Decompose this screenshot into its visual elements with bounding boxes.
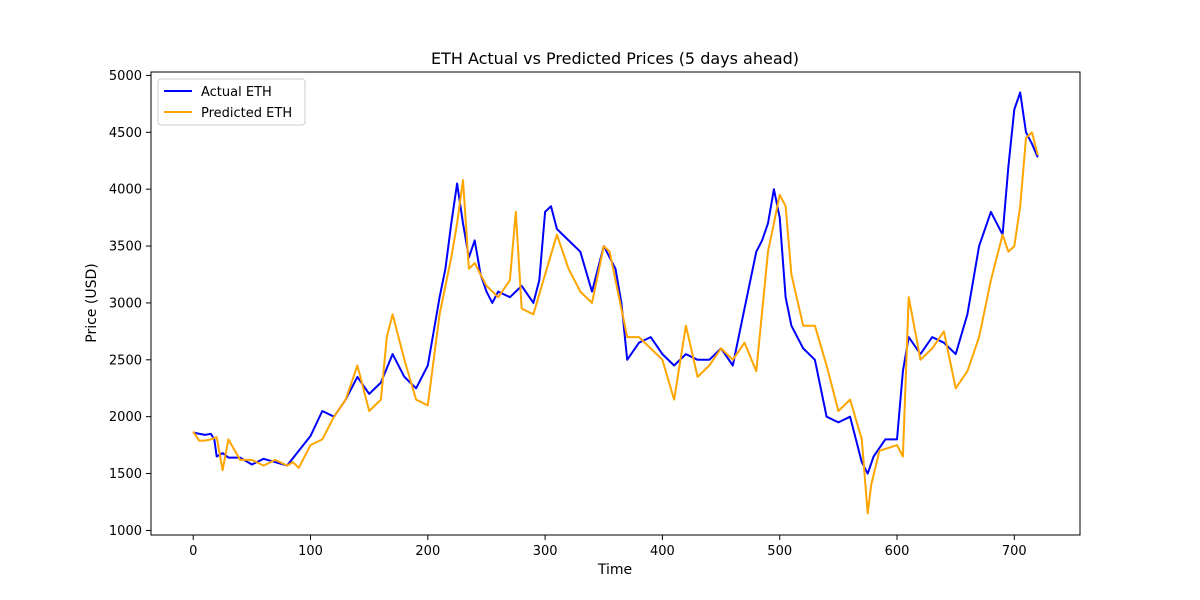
x-axis: 0 100 200 300 400 500 600 700 bbox=[189, 535, 1027, 559]
x-axis-label: Time bbox=[597, 562, 632, 578]
chart-title: ETH Actual vs Predicted Prices (5 days a… bbox=[431, 49, 799, 68]
x-tick-label: 400 bbox=[650, 544, 675, 559]
x-tick-label: 600 bbox=[885, 544, 910, 559]
y-tick-label: 1500 bbox=[109, 467, 142, 482]
y-tick-label: 5000 bbox=[109, 69, 142, 84]
y-tick-label: 1000 bbox=[109, 524, 142, 539]
x-tick-label: 700 bbox=[1002, 544, 1027, 559]
x-tick-label: 500 bbox=[767, 544, 792, 559]
y-axis-label: Price (USD) bbox=[84, 263, 100, 342]
legend-label-actual: Actual ETH bbox=[201, 85, 272, 100]
y-tick-label: 4500 bbox=[109, 126, 142, 141]
y-tick-label: 3500 bbox=[109, 240, 142, 255]
x-tick-label: 300 bbox=[533, 544, 558, 559]
legend-box bbox=[157, 78, 306, 126]
series-line-predicted bbox=[192, 131, 1039, 515]
x-tick-label: 100 bbox=[298, 544, 323, 559]
y-tick-label: 4000 bbox=[109, 183, 142, 198]
legend-label-predicted: Predicted ETH bbox=[201, 106, 292, 121]
y-tick-label: 2500 bbox=[109, 353, 142, 368]
x-tick-label: 0 bbox=[189, 544, 197, 559]
plot-area bbox=[192, 91, 1039, 515]
axes-frame bbox=[150, 71, 1081, 536]
legend: Actual ETH Predicted ETH bbox=[157, 78, 306, 126]
y-tick-label: 3000 bbox=[109, 296, 142, 311]
y-tick-label: 2000 bbox=[109, 410, 142, 425]
y-axis: 1000 1500 2000 2500 3000 3500 4000 4500 5000 bbox=[109, 69, 151, 539]
x-tick-label: 200 bbox=[415, 544, 440, 559]
